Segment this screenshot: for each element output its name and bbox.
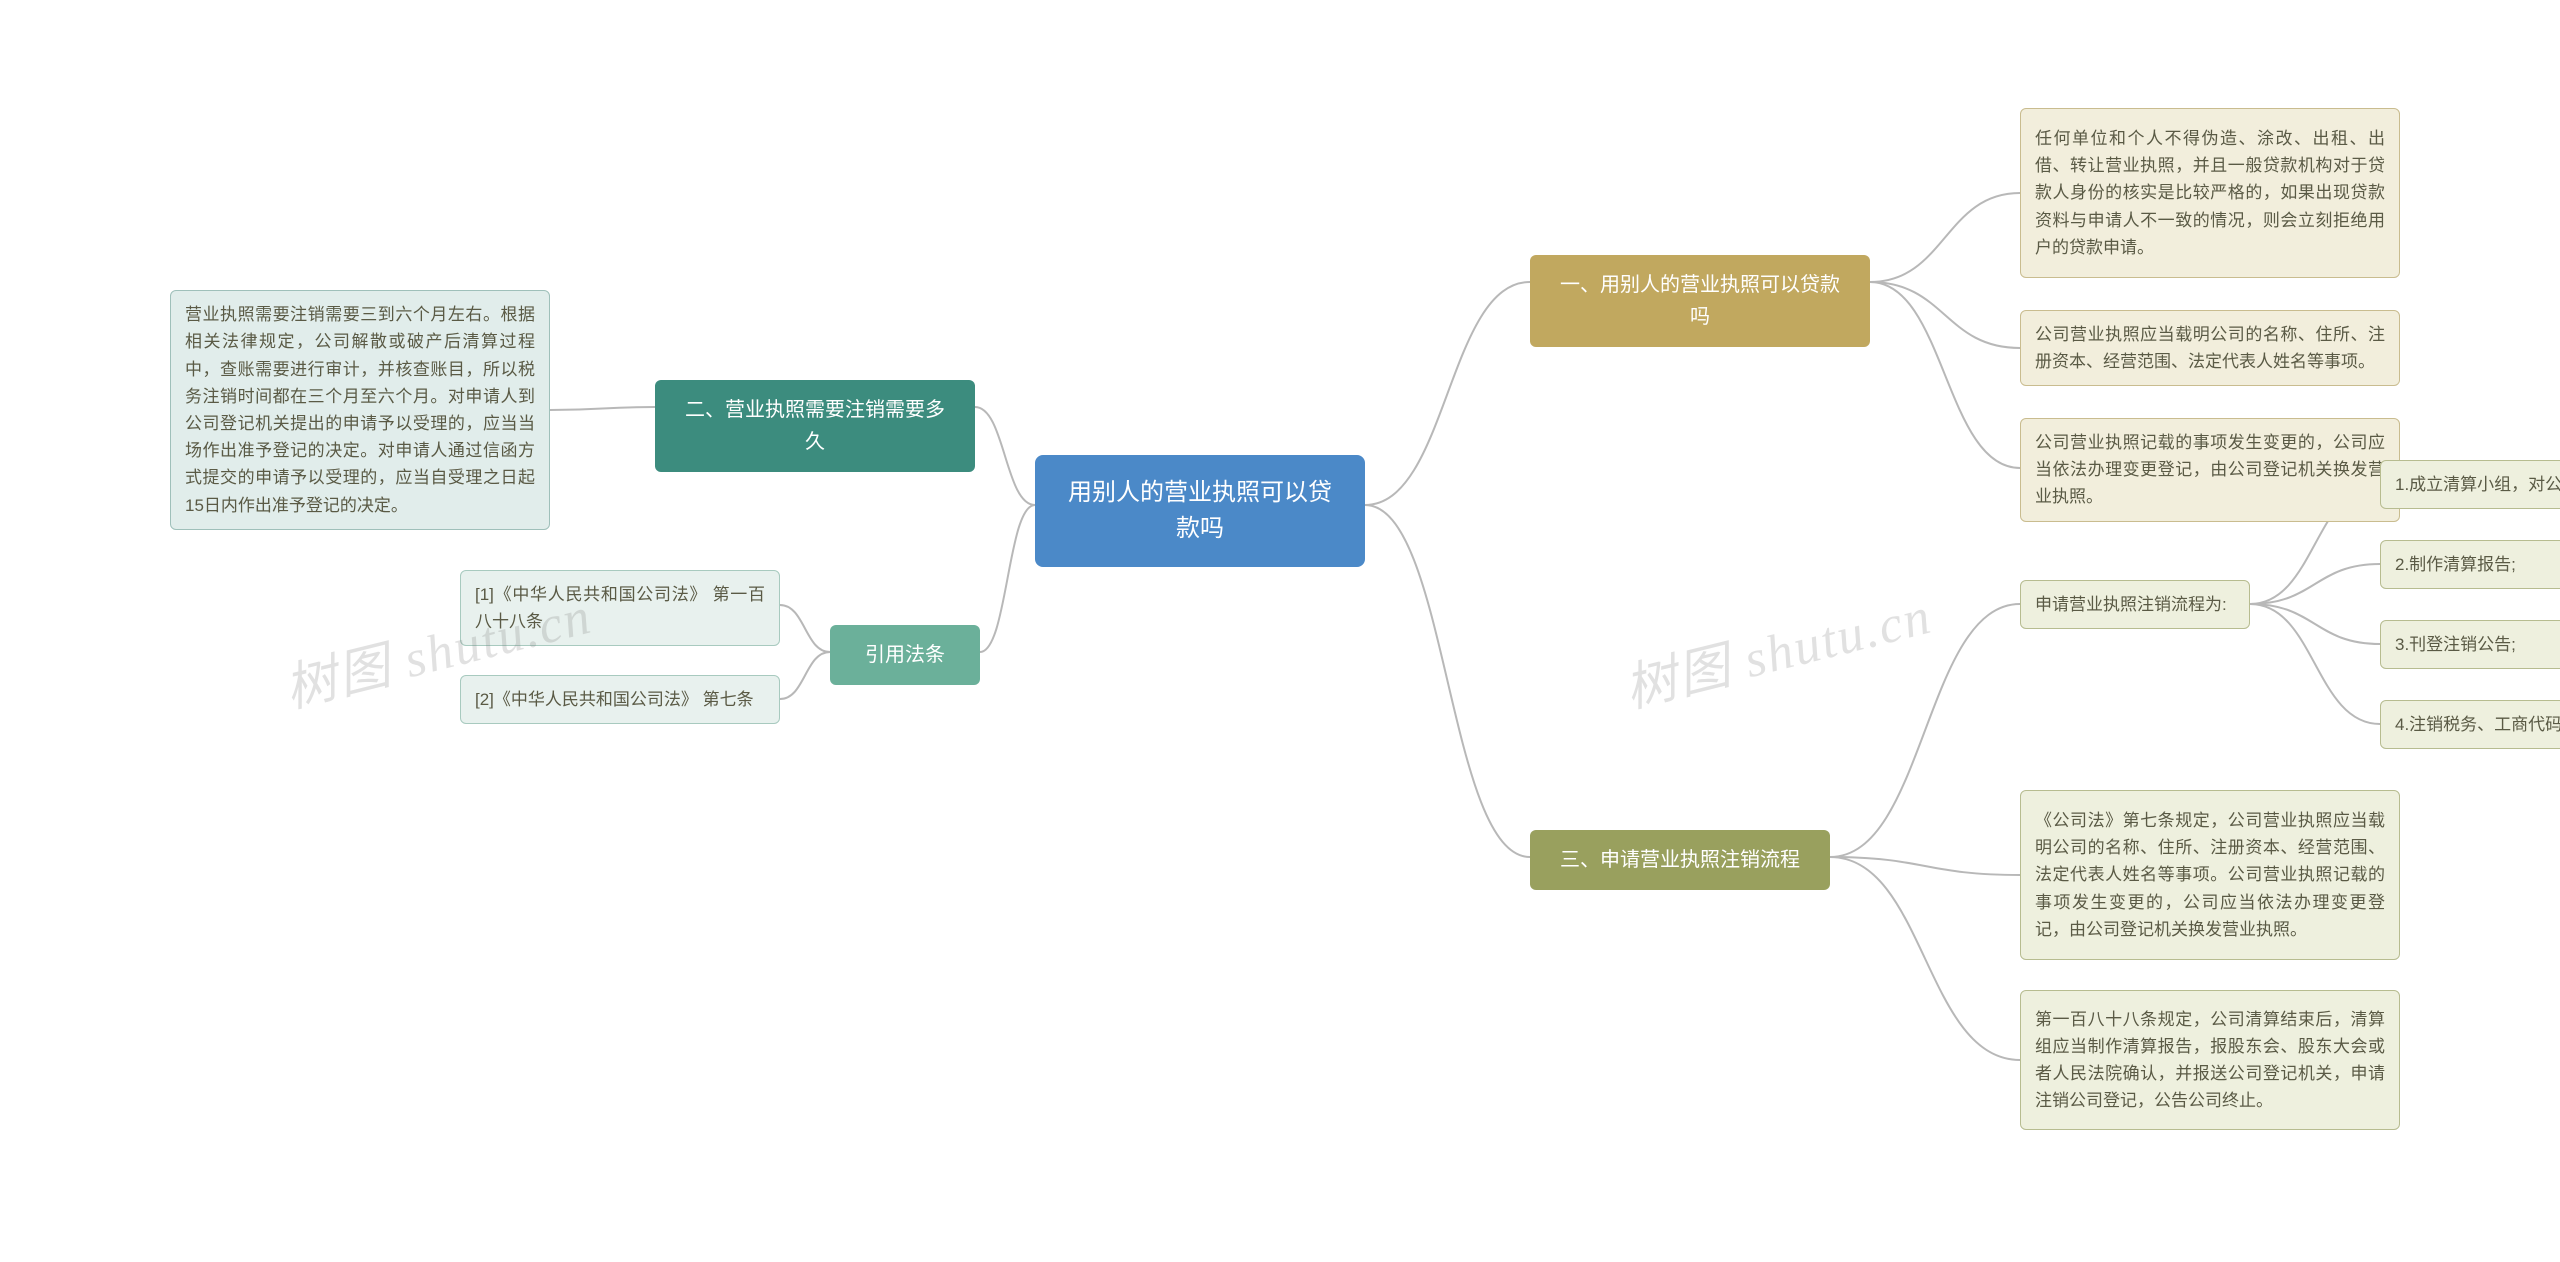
- b2l1: 营业执照需要注销需要三到六个月左右。根据相关法律规定，公司解散或破产后清算过程中…: [170, 290, 550, 530]
- b2: 二、营业执照需要注销需要多久: [655, 380, 975, 472]
- b3l3-label: 第一百八十八条规定，公司清算结束后，清算组应当制作清算报告，报股东会、股东大会或…: [2035, 1006, 2385, 1115]
- root-node-label: 用别人的营业执照可以贷款吗: [1061, 475, 1339, 547]
- b1l3: 公司营业执照记载的事项发生变更的，公司应当依法办理变更登记，由公司登记机关换发营…: [2020, 418, 2400, 522]
- b1l3-label: 公司营业执照记载的事项发生变更的，公司应当依法办理变更登记，由公司登记机关换发营…: [2035, 429, 2385, 511]
- b2l1-label: 营业执照需要注销需要三到六个月左右。根据相关法律规定，公司解散或破产后清算过程中…: [185, 301, 535, 519]
- b3: 三、申请营业执照注销流程: [1530, 830, 1830, 890]
- b2-label: 二、营业执照需要注销需要多久: [677, 394, 953, 458]
- b3l2: 《公司法》第七条规定，公司营业执照应当载明公司的名称、住所、注册资本、经营范围、…: [2020, 790, 2400, 960]
- b1l1-label: 任何单位和个人不得伪造、涂改、出租、出借、转让营业执照，并且一般贷款机构对于贷款…: [2035, 125, 2385, 261]
- b3l1c4-label: 4.注销税务、工商代码等。: [2395, 711, 2560, 738]
- b4l1: [1]《中华人民共和国公司法》 第一百八十八条: [460, 570, 780, 646]
- b1-label: 一、用别人的营业执照可以贷款吗: [1552, 269, 1848, 333]
- b4-label: 引用法条: [852, 639, 958, 671]
- b4l1-label: [1]《中华人民共和国公司法》 第一百八十八条: [475, 581, 765, 635]
- b1l2-label: 公司营业执照应当载明公司的名称、住所、注册资本、经营范围、法定代表人姓名等事项。: [2035, 321, 2385, 375]
- b3l1c1-label: 1.成立清算小组，对公司内部资产进行清算;: [2395, 471, 2560, 498]
- b3-label: 三、申请营业执照注销流程: [1552, 844, 1808, 876]
- b3l2-label: 《公司法》第七条规定，公司营业执照应当载明公司的名称、住所、注册资本、经营范围、…: [2035, 807, 2385, 943]
- b3l1c3-label: 3.刊登注销公告;: [2395, 631, 2560, 658]
- b3l1-label: 申请营业执照注销流程为:: [2035, 591, 2235, 618]
- b3l1c2-label: 2.制作清算报告;: [2395, 551, 2560, 578]
- b3l1c2: 2.制作清算报告;: [2380, 540, 2560, 589]
- b1: 一、用别人的营业执照可以贷款吗: [1530, 255, 1870, 347]
- b1l2: 公司营业执照应当载明公司的名称、住所、注册资本、经营范围、法定代表人姓名等事项。: [2020, 310, 2400, 386]
- b1l1: 任何单位和个人不得伪造、涂改、出租、出借、转让营业执照，并且一般贷款机构对于贷款…: [2020, 108, 2400, 278]
- root-node: 用别人的营业执照可以贷款吗: [1035, 455, 1365, 567]
- b4: 引用法条: [830, 625, 980, 685]
- b3l3: 第一百八十八条规定，公司清算结束后，清算组应当制作清算报告，报股东会、股东大会或…: [2020, 990, 2400, 1130]
- b3l1c1: 1.成立清算小组，对公司内部资产进行清算;: [2380, 460, 2560, 509]
- b3l1c4: 4.注销税务、工商代码等。: [2380, 700, 2560, 749]
- b3l1: 申请营业执照注销流程为:: [2020, 580, 2250, 629]
- b4l2: [2]《中华人民共和国公司法》 第七条: [460, 675, 780, 724]
- b4l2-label: [2]《中华人民共和国公司法》 第七条: [475, 686, 765, 713]
- b3l1c3: 3.刊登注销公告;: [2380, 620, 2560, 669]
